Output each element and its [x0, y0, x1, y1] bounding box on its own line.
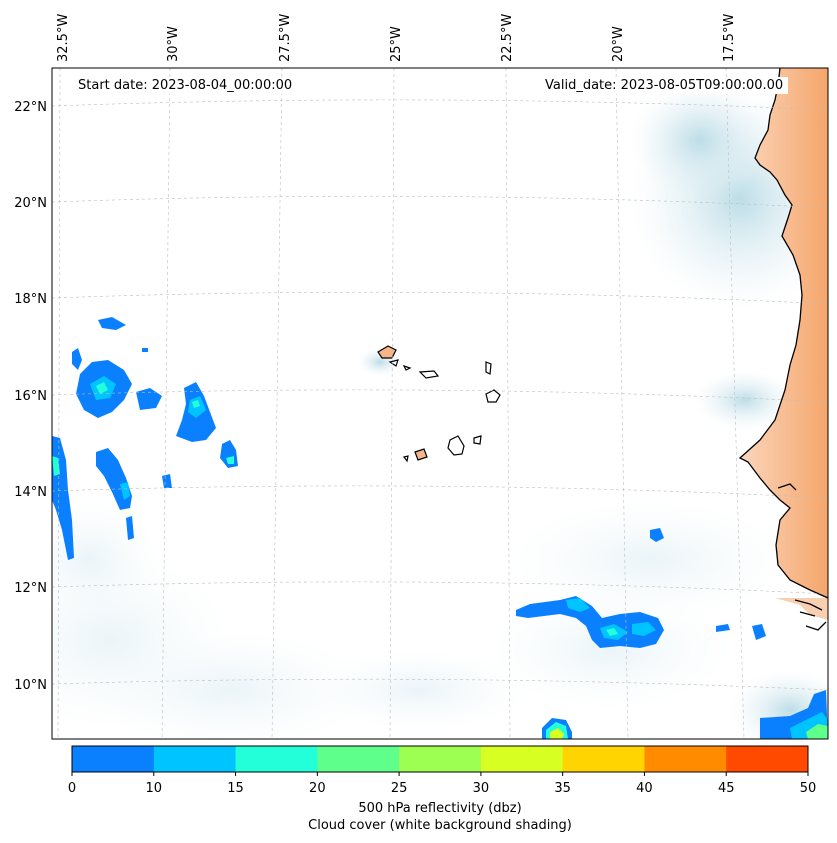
lat-label: 14°N: [14, 485, 47, 500]
colorbar-tick-label: 10: [146, 781, 163, 796]
coastline: [738, 68, 828, 599]
colorbar-tick-label: 30: [473, 781, 490, 796]
colorbar-segment: [153, 746, 237, 772]
graticule: [52, 68, 828, 739]
colorbar-segment: [726, 746, 809, 772]
lon-label: 27.5°W: [278, 14, 293, 62]
lat-label: 20°N: [14, 196, 47, 211]
start-date-label: Start date: 2023-08-04_00:00:00: [73, 77, 298, 94]
colorbar-tick-label: 20: [309, 781, 326, 796]
colorbar-tick-label: 35: [554, 781, 571, 796]
lat-label: 16°N: [14, 389, 47, 404]
colorbar-label: 500 hPa reflectivity (dbz): [358, 801, 522, 816]
colorbar-tick-label: 45: [718, 781, 735, 796]
colorbar-segment: [480, 746, 564, 772]
colorbar-segment: [317, 746, 400, 772]
colorbar-tick-label: 50: [800, 781, 817, 796]
colorbar-tick-label: 25: [391, 781, 408, 796]
lat-label: 10°N: [14, 678, 47, 693]
lon-label: 20°W: [611, 26, 626, 62]
colorbar-tick-label: 15: [227, 781, 244, 796]
longitude-labels: 32.5°W 30°W 27.5°W 25°W 22.5°W 20°W 17.5…: [56, 14, 737, 62]
lon-label: 30°W: [166, 26, 181, 62]
lon-label: 25°W: [389, 26, 404, 62]
lat-label: 12°N: [14, 581, 47, 596]
valid-date-label: Valid_date: 2023-08-05T09:00:00.00: [540, 77, 789, 94]
lon-label: 22.5°W: [500, 14, 515, 62]
colorbar-border: [71, 745, 809, 773]
map-border: [51, 67, 829, 740]
colorbar-segment: [644, 746, 727, 772]
africa-land: [738, 68, 828, 631]
colorbar-tick-label: 40: [636, 781, 653, 796]
cape-verde-islands: [377, 345, 501, 463]
colorbar: 0 10 15 20 25 30 35 40 45 50: [68, 745, 817, 796]
reflectivity-contours: [52, 317, 828, 739]
colorbar-segment: [562, 746, 645, 772]
colorbar-sublabel: Cloud cover (white background shading): [308, 818, 572, 833]
map-area: [52, 68, 828, 739]
latitude-labels: 22°N 20°N 18°N 16°N 14°N 12°N 10°N: [14, 100, 47, 693]
colorbar-tick-label: 0: [68, 781, 76, 796]
lon-label: 17.5°W: [722, 14, 737, 62]
lon-label: 32.5°W: [56, 14, 71, 62]
lat-label: 22°N: [14, 100, 47, 115]
colorbar-segment: [399, 746, 482, 772]
colorbar-segment: [72, 746, 155, 772]
lat-label: 18°N: [14, 292, 47, 307]
colorbar-segment: [235, 746, 318, 772]
